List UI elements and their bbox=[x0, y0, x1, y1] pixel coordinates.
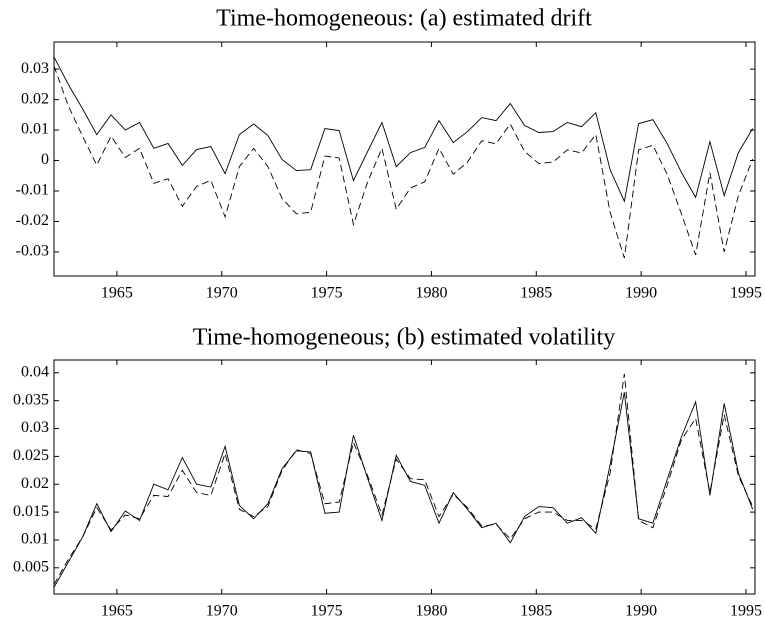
y-tick-label: -0.01 bbox=[16, 182, 49, 199]
y-tick-label: 0.015 bbox=[13, 503, 49, 520]
y-tick-label: 0.025 bbox=[13, 447, 49, 464]
chart-title: Time-homogeneous: (a) estimated drift bbox=[216, 6, 592, 32]
y-tick-label: -0.03 bbox=[16, 243, 49, 260]
x-tick-label: 1980 bbox=[415, 603, 447, 619]
y-tick-label: 0.03 bbox=[21, 419, 49, 436]
x-tick-label: 1990 bbox=[625, 603, 657, 619]
plot-frame bbox=[53, 41, 756, 277]
x-tick-label: 1975 bbox=[311, 285, 343, 302]
x-tick-label: 1965 bbox=[101, 285, 133, 302]
y-tick-label: 0.02 bbox=[21, 475, 49, 492]
y-tick-label: 0.005 bbox=[13, 558, 49, 575]
x-tick-label: 1970 bbox=[206, 603, 238, 619]
x-tick-label: 1965 bbox=[101, 603, 133, 619]
data-line bbox=[53, 373, 754, 585]
x-tick-label: 1995 bbox=[730, 603, 762, 619]
y-tick-label: 0.02 bbox=[21, 90, 49, 107]
chart-title: Time-homogeneous; (b) estimated volatili… bbox=[193, 325, 615, 351]
data-line bbox=[53, 392, 754, 588]
y-tick-label: 0.01 bbox=[21, 121, 49, 138]
y-tick-label: -0.02 bbox=[16, 212, 49, 229]
x-tick-label: 1985 bbox=[520, 603, 552, 619]
data-line bbox=[53, 56, 754, 203]
x-tick-label: 1995 bbox=[730, 285, 762, 302]
x-tick-label: 1970 bbox=[206, 285, 238, 302]
y-tick-label: 0 bbox=[41, 151, 49, 168]
x-tick-label: 1975 bbox=[311, 603, 343, 619]
x-tick-label: 1980 bbox=[415, 285, 447, 302]
x-tick-label: 1985 bbox=[520, 285, 552, 302]
y-tick-label: 0.04 bbox=[21, 363, 49, 380]
y-tick-label: 0.035 bbox=[13, 391, 49, 408]
y-tick-label: 0.01 bbox=[21, 531, 49, 548]
x-tick-label: 1990 bbox=[625, 285, 657, 302]
plot-frame bbox=[53, 359, 756, 595]
y-tick-label: 0.03 bbox=[21, 60, 49, 77]
data-line bbox=[53, 65, 754, 259]
